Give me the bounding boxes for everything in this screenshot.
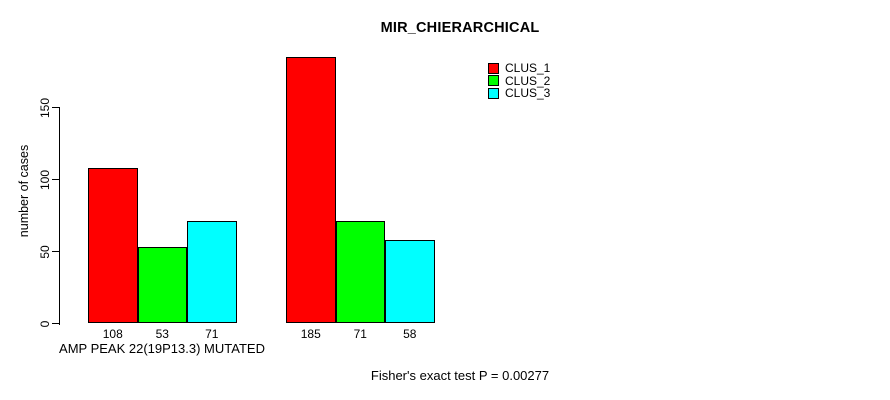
legend: CLUS_1 CLUS_2 CLUS_3: [488, 61, 551, 101]
bar-clus_3: [187, 221, 237, 324]
y-tick-label: 150: [38, 97, 52, 118]
bar-clus_2: [137, 247, 187, 324]
bar-clus_1: [88, 167, 138, 324]
bar-value-label: 71: [205, 327, 219, 341]
y-tick-label: 100: [38, 169, 52, 190]
bar-clus_3: [385, 239, 435, 324]
y-tick-label: 50: [38, 244, 52, 259]
legend-swatch: [488, 87, 499, 99]
legend-label: CLUS_2: [505, 73, 551, 88]
legend-swatch: [488, 75, 499, 87]
chart-title: MIR_CHIERARCHICAL: [380, 20, 540, 36]
legend-item: CLUS_3: [488, 86, 551, 101]
bar-value-label: 58: [403, 327, 417, 341]
y-axis-title: number of cases: [17, 144, 31, 238]
y-tick-mark: [52, 322, 59, 325]
y-tick-mark: [52, 250, 59, 253]
legend-item: CLUS_2: [488, 73, 551, 88]
x-group-label: AMP PEAK 22(19P13.3) MUTATED: [59, 341, 265, 356]
y-tick-label: 0: [38, 320, 52, 327]
y-axis-line: [58, 106, 60, 325]
y-tick-mark: [52, 178, 59, 181]
bar-value-label: 71: [353, 327, 367, 341]
bar-value-label: 185: [300, 327, 321, 341]
y-tick-mark: [52, 106, 59, 109]
bar-clus_1: [286, 57, 336, 324]
bar-value-label: 108: [102, 327, 123, 341]
legend-label: CLUS_3: [505, 86, 551, 101]
bar-clus_2: [335, 221, 385, 324]
legend-item: CLUS_1: [488, 61, 551, 76]
bar-value-label: 53: [155, 327, 169, 341]
legend-label: CLUS_1: [505, 61, 551, 76]
legend-swatch: [488, 62, 499, 74]
stat-text: Fisher's exact test P = 0.00277: [370, 368, 550, 383]
